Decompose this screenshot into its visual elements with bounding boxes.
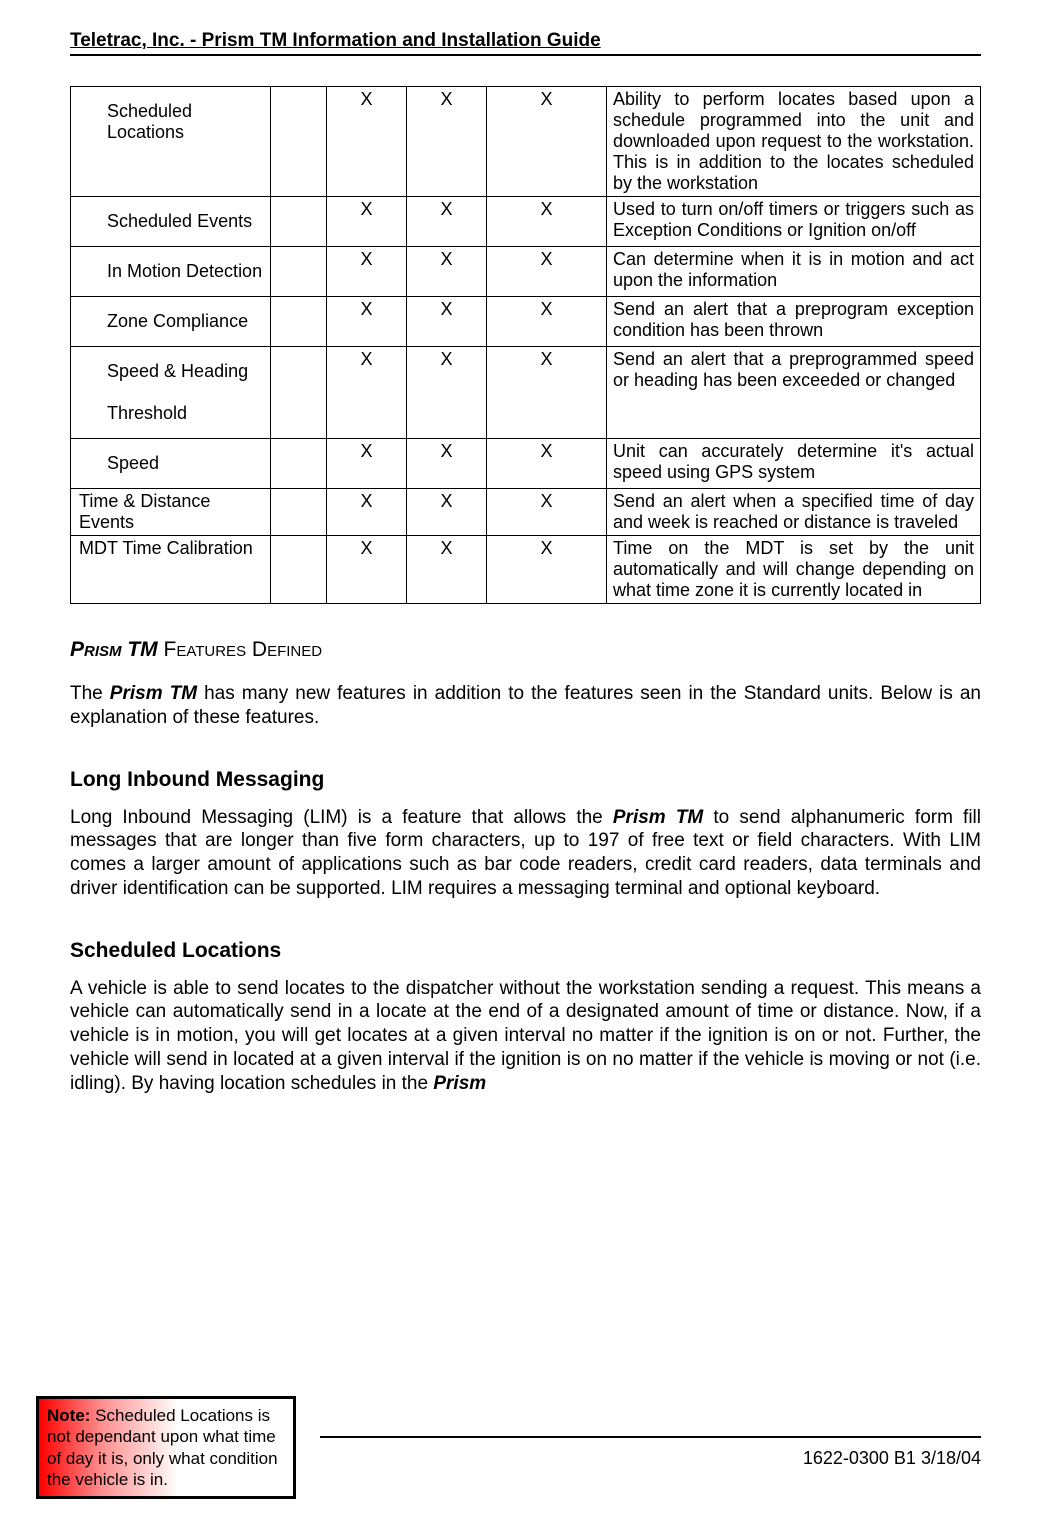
feature-mark-cell — [271, 439, 327, 489]
feature-mark-cell: X — [407, 439, 487, 489]
feature-description: Send an alert when a specified time of d… — [607, 489, 981, 536]
feature-mark-cell — [271, 197, 327, 247]
feature-mark-cell: X — [487, 439, 607, 489]
intro-before: The — [70, 683, 110, 704]
section-heading-features-defined: Prism TM Features Defined — [70, 638, 981, 662]
feature-mark-cell: X — [487, 347, 607, 439]
feature-name-cell: Scheduled Events — [71, 197, 271, 247]
intro-paragraph: The Prism TM has many new features in ad… — [70, 682, 981, 730]
feature-mark-cell — [271, 536, 327, 604]
table-row: Speed & Heading ThresholdXXXSend an aler… — [71, 347, 981, 439]
feature-mark-cell: X — [327, 87, 407, 197]
feature-mark-cell: X — [407, 347, 487, 439]
feature-name: Zone Compliance — [77, 299, 264, 344]
feature-mark-cell — [271, 347, 327, 439]
feature-name: Speed & Heading Threshold — [77, 349, 264, 436]
feature-mark-cell: X — [487, 247, 607, 297]
feature-name-cell: Zone Compliance — [71, 297, 271, 347]
feature-name-cell: In Motion Detection — [71, 247, 271, 297]
table-row: Zone ComplianceXXXSend an alert that a p… — [71, 297, 981, 347]
feature-description: Send an alert that a preprogram exceptio… — [607, 297, 981, 347]
table-row: SpeedXXXUnit can accurately determine it… — [71, 439, 981, 489]
feature-description: Used to turn on/off timers or triggers s… — [607, 197, 981, 247]
feature-mark-cell: X — [327, 347, 407, 439]
feature-name-cell: Speed & Heading Threshold — [71, 347, 271, 439]
feature-mark-cell: X — [407, 197, 487, 247]
feature-mark-cell: X — [327, 536, 407, 604]
feature-mark-cell — [271, 87, 327, 197]
feature-description: Send an alert that a preprogrammed speed… — [607, 347, 981, 439]
feature-mark-cell: X — [407, 87, 487, 197]
intro-after: has many new features in addition to the… — [70, 683, 981, 728]
feature-description: Ability to perform locates based upon a … — [607, 87, 981, 197]
feature-description: Unit can accurately determine it's actua… — [607, 439, 981, 489]
document-header: Teletrac, Inc. - Prism TM Information an… — [70, 30, 981, 56]
feature-name-cell: Speed — [71, 439, 271, 489]
feature-name-cell: Time & Distance Events — [71, 489, 271, 536]
feature-mark-cell: X — [407, 247, 487, 297]
table-row: Time & Distance EventsXXXSend an alert w… — [71, 489, 981, 536]
feature-mark-cell: X — [487, 297, 607, 347]
feature-mark-cell: X — [327, 247, 407, 297]
footer-text: 1622-0300 B1 3/18/04 — [803, 1448, 981, 1468]
table-row: Scheduled EventsXXXUsed to turn on/off t… — [71, 197, 981, 247]
feature-mark-cell: X — [327, 439, 407, 489]
feature-name: Speed — [77, 441, 264, 486]
feature-name: MDT Time Calibration — [77, 538, 264, 559]
feature-mark-cell — [271, 247, 327, 297]
feature-name-cell: MDT Time Calibration — [71, 536, 271, 604]
feature-name-cell: Scheduled Locations — [71, 87, 271, 197]
feature-mark-cell: X — [407, 489, 487, 536]
table-row: MDT Time CalibrationXXXTime on the MDT i… — [71, 536, 981, 604]
sched-bold: Prism — [433, 1073, 486, 1094]
feature-mark-cell: X — [327, 297, 407, 347]
feature-name: Scheduled Locations — [77, 89, 264, 155]
subhead-lim: Long Inbound Messaging — [70, 768, 981, 792]
feature-mark-cell — [271, 489, 327, 536]
note-box: Note: Scheduled Locations is not dependa… — [36, 1396, 296, 1499]
subhead-scheduled-locations: Scheduled Locations — [70, 939, 981, 963]
intro-bold: Prism TM — [110, 683, 197, 704]
table-row: Scheduled LocationsXXXAbility to perform… — [71, 87, 981, 197]
note-label: Note: — [47, 1406, 90, 1425]
table-row: In Motion DetectionXXXCan determine when… — [71, 247, 981, 297]
section-heading-italic: Prism TM — [70, 638, 158, 661]
feature-mark-cell: X — [327, 197, 407, 247]
feature-description: Time on the MDT is set by the unit autom… — [607, 536, 981, 604]
sched-paragraph: A vehicle is able to send locates to the… — [70, 977, 981, 1096]
lim-bold: Prism TM — [613, 807, 703, 828]
feature-mark-cell: X — [487, 536, 607, 604]
feature-mark-cell: X — [487, 489, 607, 536]
section-heading-rest: Features Defined — [158, 638, 322, 661]
feature-mark-cell — [271, 297, 327, 347]
lim-before: Long Inbound Messaging (LIM) is a featur… — [70, 807, 613, 828]
feature-mark-cell: X — [487, 87, 607, 197]
feature-description: Can determine when it is in motion and a… — [607, 247, 981, 297]
feature-name: In Motion Detection — [77, 249, 264, 294]
feature-mark-cell: X — [327, 489, 407, 536]
feature-name: Time & Distance Events — [77, 491, 264, 533]
feature-mark-cell: X — [487, 197, 607, 247]
lim-paragraph: Long Inbound Messaging (LIM) is a featur… — [70, 806, 981, 901]
feature-name: Scheduled Events — [77, 199, 264, 244]
feature-mark-cell: X — [407, 297, 487, 347]
features-table: Scheduled LocationsXXXAbility to perform… — [70, 86, 981, 604]
sched-before: A vehicle is able to send locates to the… — [70, 978, 981, 1094]
document-header-text: Teletrac, Inc. - Prism TM Information an… — [70, 30, 601, 51]
feature-mark-cell: X — [407, 536, 487, 604]
footer: 1622-0300 B1 3/18/04 — [320, 1436, 981, 1469]
